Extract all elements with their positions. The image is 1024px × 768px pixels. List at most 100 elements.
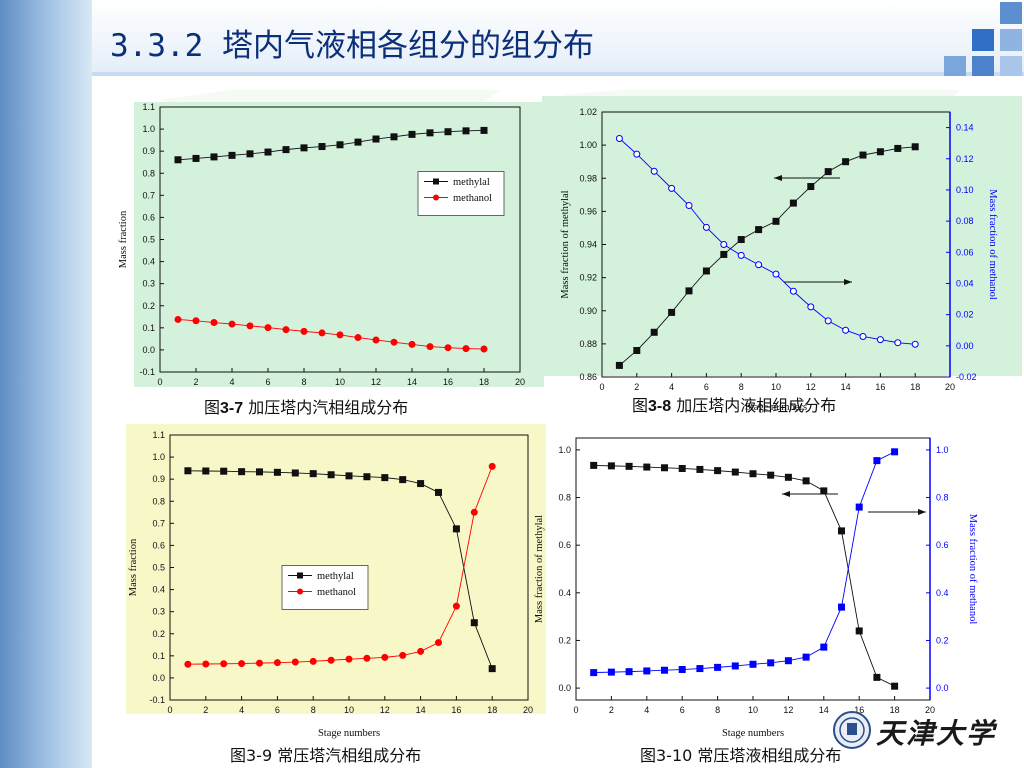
data-point [246,322,254,330]
data-point [327,656,335,664]
data-point [842,158,850,166]
data-point [720,241,728,248]
legend-marker [297,588,303,595]
x-tick-label: 16 [875,382,885,392]
data-point [784,657,792,665]
y2-tick-label: 0.02 [956,310,974,320]
x-tick-label: 2 [203,705,208,715]
chart-atmospheric-vapor: 0 2 4 6 8 10 12 14 16 18 20 -0.1 0.0 0.1 0.2 0.3 0.4 0.5 0… [126,424,546,739]
y2-tick-label: -0.02 [956,372,977,382]
y2-axis-label: Mass fraction of methanol [987,189,998,300]
y-tick-label: 1.00 [579,140,597,150]
data-point [264,324,272,332]
data-point [462,127,470,135]
chart-pressure-vapor: 0 2 4 6 8 10 12 14 16 18 20 -0.1 0.0 0.1 0.2 0.3 0.4 0.5 0… [118,102,544,387]
y-tick-label: 0.0 [558,683,571,693]
x-tick-label: 16 [854,705,864,715]
data-point [435,488,442,496]
x-tick-label: 20 [523,705,533,715]
y-tick-label: -0.1 [139,367,155,377]
y-tick-label: 0.8 [142,168,155,178]
data-point [650,167,658,175]
data-point [633,347,641,354]
data-point [309,657,317,665]
data-point [309,470,317,478]
y2-tick-label: 0.8 [936,493,949,503]
x-tick-label: 8 [715,705,720,715]
x-tick-label: 12 [380,705,390,715]
data-point [696,465,704,473]
x-tick-label: 4 [669,382,674,392]
data-point [462,345,470,353]
data-point [345,472,353,480]
y-axis-label: Mass fraction [118,210,129,268]
data-point [643,463,651,471]
x-tick-label: 10 [344,705,354,715]
x-tick-label: 16 [443,377,453,387]
data-point [452,602,460,610]
y-tick-label: -0.1 [149,695,165,705]
data-point [820,487,828,495]
university-name: 天津大学 [876,717,997,750]
data-point [633,150,641,158]
data-point [202,467,210,475]
y-tick-label: 0.6 [558,540,571,550]
data-point [824,317,832,325]
caption-fig-3-7: 图3-7 加压塔内汽相组成分布 [204,398,409,417]
y-tick-label: 1.0 [152,452,165,462]
data-point [876,336,884,344]
y-tick-label: 0.90 [579,306,597,316]
x-axis-label: Stage numbers [745,402,807,413]
data-point [452,525,460,533]
x-tick-label: 6 [275,705,280,715]
data-point [174,315,182,323]
data-point [488,462,496,470]
data-point [480,126,488,134]
data-point [802,477,810,485]
y-tick-label: 0.4 [152,585,165,595]
data-point [238,468,246,476]
x-tick-label: 2 [634,382,639,392]
x-tick-label: 20 [515,377,525,387]
data-point [784,473,792,481]
data-point [192,317,200,325]
data-point [615,135,623,142]
data-point [714,663,722,671]
data-point [470,508,478,516]
data-point [643,667,651,675]
data-point [174,156,182,164]
y-tick-label: 1.02 [579,107,597,117]
caption-fig-3-10: 图3-10 常压塔液相组成分布 [640,746,842,765]
data-point [336,331,344,339]
data-point [372,336,380,344]
data-point [390,338,398,346]
y-tick-label: 1.0 [142,124,155,134]
data-point [859,332,867,340]
chart-legend: methylal methanol [417,171,505,216]
data-point [210,319,218,327]
data-point [789,199,797,207]
data-point [210,153,218,161]
x-tick-label: 8 [739,382,744,392]
data-point [291,658,299,666]
data-point [282,146,290,154]
data-point [661,666,668,674]
x-tick-label: 18 [890,705,900,715]
y-tick-label: 0.98 [579,173,597,183]
data-point [737,236,745,244]
data-point [282,326,290,334]
data-point [246,150,254,158]
x-tick-label: 16 [451,705,461,715]
y2-tick-label: 0.04 [956,278,974,288]
x-axis-label: Stage numbers [318,728,380,739]
corner-squares-decoration [944,2,1022,76]
data-point [859,151,867,159]
y-tick-label: 0.3 [142,279,155,289]
y-tick-label: 1.1 [152,430,165,440]
chart-legend: methylal methanol [281,565,369,610]
chart-pressure-liquid: 0 2 4 6 8 10 12 14 16 18 20 0.86 0.88 0.90 0.92 0.94 0.9… [542,96,1022,413]
data-point [480,345,488,353]
y-tick-label: 1.1 [142,102,155,112]
data-point [354,334,362,342]
data-point [911,340,919,348]
